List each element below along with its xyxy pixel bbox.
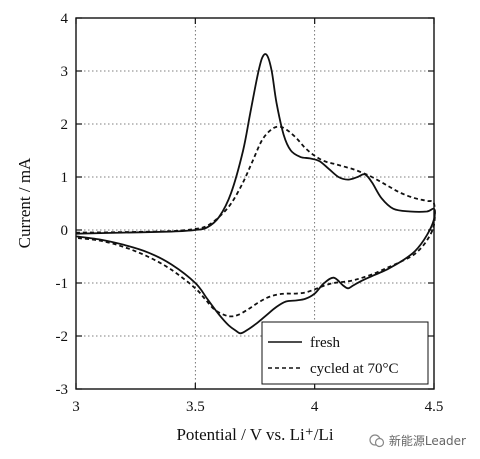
y-tick-label: -3 bbox=[56, 382, 69, 398]
x-tick-label: 4.5 bbox=[425, 399, 444, 415]
axis-ticks bbox=[75, 17, 435, 390]
plot-frame bbox=[75, 17, 435, 390]
watermark: 新能源Leader bbox=[369, 432, 466, 449]
legend-label-cycled: cycled at 70°C bbox=[310, 361, 398, 377]
y-tick-label: -2 bbox=[56, 329, 69, 345]
watermark-text: 新能源Leader bbox=[388, 434, 466, 448]
wechat-logo-icon bbox=[369, 433, 384, 447]
y-axis-title: Current / mA bbox=[15, 157, 34, 248]
y-tick-label: 3 bbox=[61, 64, 69, 80]
series-line-fresh bbox=[75, 53, 436, 335]
data-curves bbox=[75, 53, 436, 335]
y-tick-label: 0 bbox=[61, 223, 69, 239]
legend: fresh cycled at 70°C bbox=[261, 321, 429, 385]
x-axis-title: Potential / V vs. Li⁺/Li bbox=[176, 425, 333, 444]
y-tick-label: 4 bbox=[61, 11, 69, 27]
y-tick-label: -1 bbox=[56, 276, 69, 292]
y-tick-label: 1 bbox=[61, 170, 69, 186]
series-line-cycled bbox=[75, 125, 436, 318]
x-tick-label: 4 bbox=[311, 399, 319, 415]
legend-box bbox=[261, 321, 429, 385]
x-tick-label: 3 bbox=[72, 399, 80, 415]
legend-label-fresh: fresh bbox=[310, 335, 340, 351]
tick-labels: 3 3.5 4 4.5 -3 -2 -1 0 1 2 3 4 bbox=[56, 11, 444, 415]
x-tick-label: 3.5 bbox=[186, 399, 205, 415]
y-tick-label: 2 bbox=[61, 117, 69, 133]
